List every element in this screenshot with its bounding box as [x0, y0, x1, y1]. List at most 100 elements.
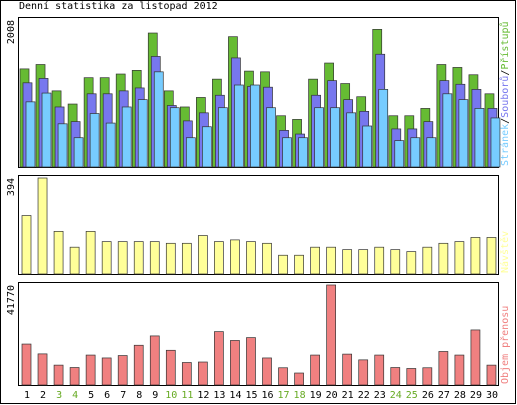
bar-hits-stránek-day-17	[282, 137, 292, 168]
bar-transfer-objem-přenosu-day-10	[165, 349, 176, 386]
bar-hits-stránek-day-21	[346, 112, 357, 168]
bar-transfer-objem-přenosu-day-14	[230, 340, 240, 386]
bar-transfer-objem-přenosu-day-23	[374, 354, 385, 386]
bar-visits-návštěv-day-4	[69, 246, 80, 275]
legend-entry: Návštěv	[499, 231, 511, 273]
x-tick-label-day-30: 30	[486, 390, 498, 401]
x-tick-label-day-7: 7	[120, 390, 126, 401]
bar-transfer-objem-přenosu-day-9	[149, 335, 160, 386]
bar-transfer-objem-přenosu-day-13	[214, 331, 224, 386]
x-tick-label-day-20: 20	[326, 390, 338, 401]
bar-hits-stránek-day-20	[330, 107, 340, 168]
bar-hits-stránek-day-8	[137, 99, 148, 168]
x-tick-label-day-21: 21	[342, 390, 354, 401]
bar-transfer-objem-přenosu-day-6	[101, 357, 112, 386]
bar-transfer-objem-přenosu-day-26	[422, 367, 433, 386]
bar-hits-stránek-day-10	[169, 107, 180, 168]
x-tick-label-day-10: 10	[165, 390, 177, 401]
x-tick-label-day-17: 17	[278, 390, 290, 401]
bar-visits-návštěv-day-8	[133, 241, 144, 275]
panel-visits-max-label: 394	[6, 178, 17, 196]
bar-visits-návštěv-day-27	[438, 242, 449, 275]
bar-transfer-objem-přenosu-day-27	[438, 351, 449, 386]
bar-transfer-objem-přenosu-day-3	[53, 364, 64, 386]
bar-hits-stránek-day-5	[89, 113, 100, 168]
x-tick-label-day-23: 23	[374, 390, 386, 401]
bar-transfer-objem-přenosu-day-1	[21, 343, 32, 386]
bar-visits-návštěv-day-17	[278, 254, 288, 275]
bar-visits-návštěv-day-13	[214, 241, 224, 275]
chart-title: Denní statistika za listopad 2012	[19, 1, 218, 12]
x-tick-label-day-12: 12	[197, 390, 209, 401]
bar-hits-stránek-day-14	[234, 84, 244, 168]
x-tick-label-day-5: 5	[88, 390, 94, 401]
bar-visits-návštěv-day-7	[117, 241, 128, 275]
bar-hits-stránek-day-29	[474, 108, 485, 168]
bar-visits-návštěv-day-24	[390, 249, 401, 275]
panel-visits-border	[18, 175, 499, 275]
bar-hits-stránek-day-11	[185, 137, 196, 168]
bar-transfer-objem-přenosu-day-24	[390, 367, 401, 386]
bar-hits-stránek-day-2	[41, 92, 52, 168]
bar-hits-stránek-day-4	[73, 137, 84, 168]
bar-visits-návštěv-day-25	[406, 251, 417, 275]
x-tick-label-day-8: 8	[136, 390, 142, 401]
bar-transfer-objem-přenosu-day-4	[69, 367, 80, 386]
x-tick-label-day-15: 15	[245, 390, 257, 401]
x-tick-label-day-29: 29	[470, 390, 482, 401]
bar-transfer-objem-přenosu-day-17	[278, 367, 288, 386]
bar-transfer-objem-přenosu-day-28	[454, 354, 465, 386]
bar-hits-stránek-day-7	[121, 106, 132, 168]
bar-visits-návštěv-day-12	[198, 235, 208, 275]
bar-transfer-objem-přenosu-day-16	[262, 357, 272, 386]
bar-transfer-objem-přenosu-day-11	[181, 362, 192, 386]
bar-transfer-objem-přenosu-day-30	[486, 364, 497, 386]
bar-hits-stránek-day-23	[378, 89, 389, 168]
bar-hits-stránek-day-25	[410, 137, 421, 168]
panel-visits-legend: Návštěv	[499, 231, 511, 273]
legend-entry: Objem přenosu	[499, 306, 511, 384]
bar-visits-návštěv-day-30	[486, 237, 497, 275]
bar-transfer-objem-přenosu-day-19	[310, 354, 320, 386]
legend-entry: /	[500, 118, 511, 124]
bar-visits-návštěv-day-16	[262, 242, 272, 275]
bar-transfer-objem-přenosu-day-21	[342, 353, 353, 386]
bar-hits-stránek-day-28	[458, 99, 469, 168]
bar-visits-návštěv-day-14	[230, 239, 240, 275]
bar-hits-stránek-day-30	[490, 117, 501, 168]
panel-hits-legend: Stránek/Souborů/Přístupů	[499, 21, 511, 166]
x-tick-label-day-4: 4	[72, 390, 78, 401]
bar-hits-stránek-day-27	[442, 93, 453, 168]
bar-transfer-objem-přenosu-day-5	[85, 354, 96, 386]
bar-visits-návštěv-day-29	[470, 237, 481, 275]
x-tick-label-day-28: 28	[454, 390, 466, 401]
bar-visits-návštěv-day-23	[374, 246, 385, 275]
bar-visits-návštěv-day-9	[149, 241, 160, 275]
panel-transfer-legend: Objem přenosu	[499, 306, 511, 384]
bar-visits-návštěv-day-10	[165, 242, 176, 275]
bar-visits-návštěv-day-22	[358, 249, 369, 275]
bar-visits-návštěv-day-3	[53, 231, 64, 275]
bar-hits-stránek-day-18	[298, 137, 308, 168]
x-tick-label-day-18: 18	[294, 390, 306, 401]
bar-hits-stránek-day-24	[394, 140, 405, 168]
bar-visits-návštěv-day-2	[37, 177, 48, 275]
x-tick-label-day-14: 14	[229, 390, 241, 401]
x-tick-label-day-9: 9	[152, 390, 158, 401]
bar-visits-návštěv-day-18	[294, 254, 304, 275]
bar-visits-návštěv-day-15	[246, 241, 256, 275]
bar-transfer-objem-přenosu-day-20	[326, 284, 336, 386]
x-tick-label-day-16: 16	[261, 390, 273, 401]
bar-visits-návštěv-day-6	[101, 241, 112, 275]
x-tick-label-day-24: 24	[390, 390, 402, 401]
x-tick-label-day-27: 27	[438, 390, 450, 401]
legend-entry: /	[500, 70, 511, 76]
x-tick-label-day-25: 25	[406, 390, 418, 401]
bar-transfer-objem-přenosu-day-22	[358, 359, 369, 386]
x-tick-label-day-13: 13	[213, 390, 225, 401]
bar-hits-stránek-day-16	[266, 107, 276, 168]
bar-visits-návštěv-day-20	[326, 246, 336, 275]
bar-hits-stránek-day-19	[314, 107, 324, 168]
